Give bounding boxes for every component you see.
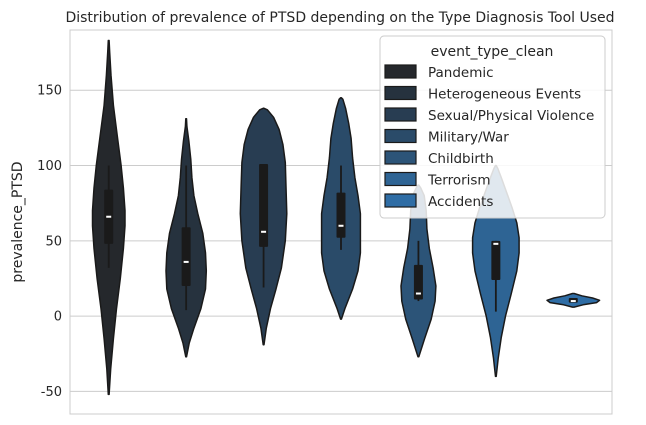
violin-box (491, 240, 501, 280)
violin-box (259, 164, 269, 247)
violin-military-war (320, 97, 362, 320)
violin-median (570, 300, 576, 303)
legend-swatch (384, 171, 417, 187)
chart-title: Distribution of prevalence of PTSD depen… (65, 10, 614, 26)
violin-median (493, 242, 499, 245)
y-tick-label: -50 (41, 385, 62, 400)
violin-box (336, 192, 346, 238)
y-axis-ticks: -50 0 50 100 150 (37, 84, 62, 400)
legend-label: Accidents (428, 194, 493, 210)
legend-swatch (384, 107, 417, 122)
legend-item-terrorism: Terrorism (384, 171, 491, 189)
legend-title: event_type_clean (431, 44, 554, 60)
violin-box (413, 264, 423, 300)
violin-median (261, 230, 267, 233)
legend-box (379, 35, 606, 219)
y-tick-label: 50 (45, 234, 62, 249)
legend-label: Terrorism (427, 173, 491, 189)
legend-swatch (384, 150, 417, 165)
legend-label: Military/War (428, 130, 509, 146)
legend-item-sexual-physical-violence: Sexual/Physical Violence (384, 107, 594, 124)
legend-label: Heterogeneous Events (428, 87, 581, 103)
plot-frame (69, 29, 613, 415)
legend-swatch (384, 64, 417, 79)
y-tick-label: 150 (37, 84, 62, 99)
violin-sexual-physical-violence (239, 107, 288, 346)
violin-median (106, 215, 112, 218)
legend-item-pandemic: Pandemic (384, 64, 494, 81)
legend-item-childbirth: Childbirth (384, 150, 494, 167)
legend-swatch (384, 128, 417, 144)
legend-label: Childbirth (428, 151, 494, 167)
legend-item-accidents: Accidents (384, 193, 493, 210)
legend-label: Sexual/Physical Violence (428, 108, 594, 124)
legend-swatch (384, 85, 417, 101)
violin-median (338, 224, 344, 227)
legend-item-heterogeneous-events: Heterogeneous Events (384, 85, 581, 103)
violin-accidents (546, 292, 601, 308)
violin-heterogeneous-events (165, 118, 208, 358)
violin-box (181, 227, 191, 286)
legend-items: Pandemic Heterogeneous Events Sexual/Physi… (384, 64, 594, 210)
violin-median (183, 260, 189, 263)
y-tick-label: 0 (54, 310, 62, 325)
legend-label: Pandemic (428, 65, 494, 81)
y-tick-label: 100 (37, 159, 62, 174)
legend: event_type_clean Pandemic Heterogeneous E… (379, 35, 606, 219)
violin-pandemic (91, 39, 126, 396)
legend-item-military-war: Military/War (384, 128, 509, 146)
violin-median (415, 292, 421, 295)
legend-swatch (384, 193, 417, 208)
y-axis-label: prevalence_PTSD (10, 161, 26, 282)
